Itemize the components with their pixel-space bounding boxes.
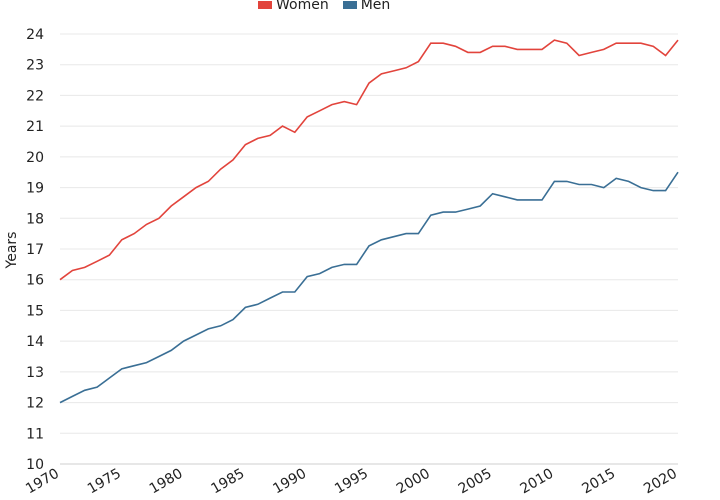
legend-swatch-men [342,1,357,9]
y-tick-label-18: 18 [26,211,44,227]
y-axis-label: Years [4,232,20,270]
x-tick-label-2020: 2020 [641,466,680,498]
x-tick-label-1990: 1990 [270,466,309,498]
x-tick-label-1980: 1980 [147,466,186,498]
x-tick-label-2010: 2010 [518,466,557,498]
y-tick-label-14: 14 [26,334,44,350]
series-lines [59,39,679,404]
y-axis-ticks: 10 11 12 13 14 15 16 17 18 19 20 21 22 23 24 [26,27,44,473]
y-tick-label-19: 19 [26,181,44,197]
x-tick-label-2000: 2000 [394,466,433,498]
y-tick-label-21: 21 [26,119,44,135]
y-tick-label-15: 15 [26,303,44,319]
y-tick-label-23: 23 [26,58,44,74]
x-tick-label-2015: 2015 [579,466,618,498]
y-tick-label-16: 16 [26,273,44,289]
gridlines [60,33,678,465]
series-line-women [59,39,679,281]
y-tick-label-12: 12 [26,396,44,412]
y-tick-label-17: 17 [26,242,44,258]
x-tick-label-1995: 1995 [332,466,371,498]
y-tick-label-24: 24 [26,27,44,43]
x-tick-label-2005: 2005 [456,466,495,498]
legend: Women Men [258,0,390,13]
y-tick-label-10: 10 [26,457,44,473]
y-tick-label-22: 22 [26,88,44,104]
x-axis-ticks: 1970 1975 1980 1985 1990 1995 2000 2005 2010 2015… [23,466,680,498]
legend-swatch-women [258,1,272,9]
legend-item-men[interactable]: Men [342,0,391,13]
legend-label-men: Men [360,0,391,13]
y-tick-label-11: 11 [26,426,44,442]
series-line-men [59,171,679,404]
x-tick-label-1975: 1975 [85,466,124,498]
x-tick-label-1985: 1985 [209,466,248,498]
legend-label-women: Women [276,0,329,13]
y-tick-label-20: 20 [26,150,44,166]
y-tick-label-13: 13 [26,365,44,381]
legend-item-women[interactable]: Women [258,0,329,13]
